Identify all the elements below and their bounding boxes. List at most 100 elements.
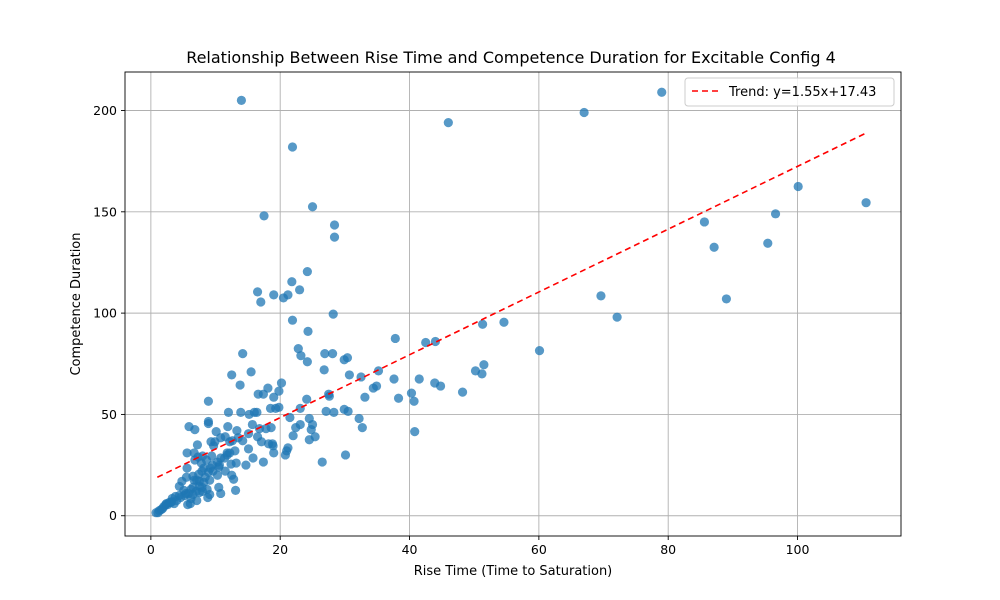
scatter-point [409,396,419,406]
scatter-point [371,381,382,391]
scatter-point [223,421,233,432]
scatter-point [200,472,210,482]
scatter-point [457,387,468,397]
scatter-point [246,367,256,377]
scatter-point [354,413,364,424]
scatter-point [227,370,237,380]
scatter-point [293,343,303,354]
chart-title: Relationship Between Rise Time and Compe… [186,48,836,67]
scatter-point [612,312,622,322]
scatter-point [435,381,446,391]
scatter-point [410,427,420,437]
scatter-point [252,287,263,297]
scatter-point [307,202,318,212]
legend-box [684,77,895,107]
scatter-point [327,349,338,359]
x-tick-label: 100 [786,542,810,557]
scatter-point [254,424,265,434]
scatter-point [258,457,268,467]
y-tick-label: 0 [109,508,117,523]
scatter-point [236,95,246,105]
scatter-point [373,366,384,376]
scatter-point [329,220,340,230]
scatter-point [793,181,803,192]
scatter-point [182,463,192,473]
legend-trend-label: Trend: y=1.55x+17.43 [728,85,876,100]
scatter-point [276,378,287,388]
scatter-point [182,448,192,458]
scatter-point [241,460,251,470]
scatter-point [770,209,781,219]
scatter-point [203,416,214,427]
scatter-point [295,285,305,295]
scatter-point [328,309,338,319]
scatter-point [499,317,509,327]
scatter-point [259,211,269,221]
scatter-point [393,393,404,403]
scatter-point [280,450,290,460]
scatter-point [306,425,316,435]
scatter-point [192,440,203,450]
scatter-point [247,419,257,430]
scatter-point [304,435,314,445]
scatter-point [320,349,330,359]
scatter-point [274,402,284,412]
scatter-point [302,357,312,367]
scatter-point [478,319,488,329]
scatter-point [861,198,871,208]
scatter-point [596,291,606,301]
x-tick-label: 60 [531,542,547,557]
plot-frame [124,71,902,537]
scatter-point [256,437,267,447]
scatter-point [414,374,424,384]
scatter-point [343,406,353,416]
scatter-point [197,482,207,492]
scatter-point [360,392,370,402]
scatter-point [258,389,268,399]
scatter-point [278,293,289,303]
scatter-point [203,396,214,406]
x-axis-label: Rise Time (Time to Saturation) [414,564,613,579]
scatter-point [256,297,266,307]
x-tick-label: 40 [402,542,418,557]
scatter-point [222,448,232,458]
scatter-point [324,391,334,401]
scatter-point [236,407,246,418]
scatter-point [709,242,719,252]
y-axis-ticks: 0 50 100 150 200 [93,103,125,523]
scatter-point [296,351,306,361]
scatter-point [421,337,431,348]
scatter-point [274,386,284,396]
y-axis-label: Competence Duration [69,232,84,375]
scatter-point [406,388,417,398]
scatter-point [205,463,215,473]
scatter-point [287,277,297,287]
scatter-point [238,436,248,446]
scatter-point [389,374,399,384]
y-tick-label: 150 [93,204,117,219]
scatter-point [189,448,199,458]
scatter-point [342,353,353,363]
scatter-point [287,142,298,152]
data-points [151,87,871,518]
scatter-point [288,431,298,441]
scatter-point [252,407,262,418]
scatter-point [763,238,773,248]
scatter-point [479,360,489,370]
scatter-point [329,407,339,418]
scatter-point [266,422,276,433]
scatter-point [212,470,223,480]
scatter-point [657,87,667,97]
scatter-point [303,326,313,336]
scatter-point [721,294,732,304]
scatter-point [232,426,242,436]
scatter-point [291,422,301,433]
x-axis-ticks: 0 20 40 60 80 100 [147,536,810,557]
scatter-point [184,421,194,432]
scatter-point [216,453,226,463]
scatter-point [238,349,248,359]
scatter-point [534,346,545,356]
scatter-point [699,217,710,227]
scatter-point [269,392,279,402]
